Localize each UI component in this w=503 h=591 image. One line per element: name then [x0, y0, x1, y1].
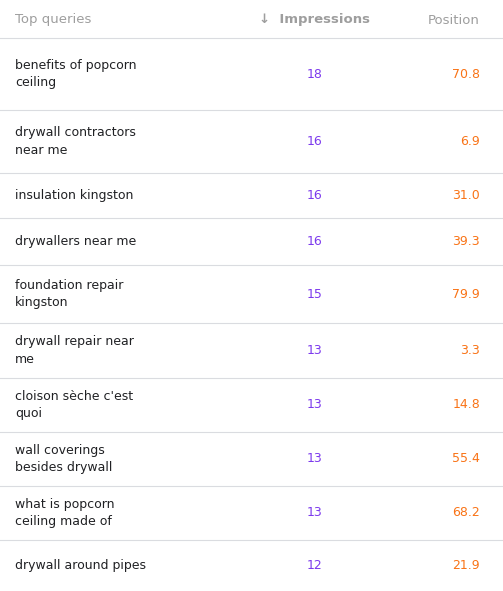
Text: ↓  Impressions: ↓ Impressions — [260, 14, 371, 27]
Text: 13: 13 — [307, 344, 323, 357]
Text: 55.4: 55.4 — [452, 453, 480, 466]
Text: drywallers near me: drywallers near me — [15, 235, 136, 248]
Text: 68.2: 68.2 — [452, 506, 480, 519]
Text: wall coverings
besides drywall: wall coverings besides drywall — [15, 444, 112, 474]
Text: cloison sèche c'est
quoi: cloison sèche c'est quoi — [15, 389, 133, 420]
Text: 39.3: 39.3 — [452, 235, 480, 248]
Text: 79.9: 79.9 — [452, 287, 480, 300]
Text: Position: Position — [428, 14, 480, 27]
Text: 21.9: 21.9 — [452, 559, 480, 572]
Text: 16: 16 — [307, 135, 323, 148]
Text: 16: 16 — [307, 189, 323, 202]
Text: 16: 16 — [307, 235, 323, 248]
Text: Top queries: Top queries — [15, 14, 92, 27]
Text: 14.8: 14.8 — [452, 398, 480, 411]
Text: drywall contractors
near me: drywall contractors near me — [15, 126, 136, 157]
Text: 13: 13 — [307, 506, 323, 519]
Text: 13: 13 — [307, 453, 323, 466]
Text: 13: 13 — [307, 398, 323, 411]
Text: drywall around pipes: drywall around pipes — [15, 559, 146, 572]
Text: benefits of popcorn
ceiling: benefits of popcorn ceiling — [15, 59, 136, 89]
Text: drywall repair near
me: drywall repair near me — [15, 335, 134, 366]
Text: foundation repair
kingston: foundation repair kingston — [15, 279, 123, 309]
Text: what is popcorn
ceiling made of: what is popcorn ceiling made of — [15, 498, 115, 528]
Text: 18: 18 — [307, 67, 323, 80]
Text: 6.9: 6.9 — [460, 135, 480, 148]
Text: insulation kingston: insulation kingston — [15, 189, 133, 202]
Text: 3.3: 3.3 — [460, 344, 480, 357]
Text: 15: 15 — [307, 287, 323, 300]
Text: 70.8: 70.8 — [452, 67, 480, 80]
Text: 12: 12 — [307, 559, 323, 572]
Text: 31.0: 31.0 — [452, 189, 480, 202]
